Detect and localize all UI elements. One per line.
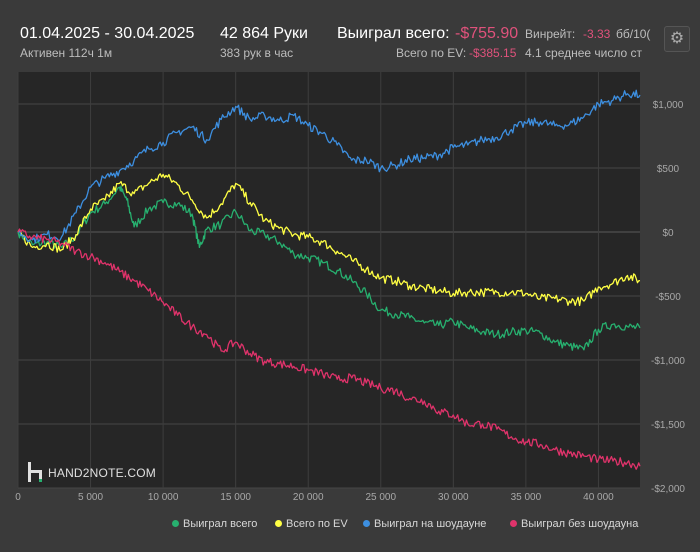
x-tick-label: 40 000 — [583, 492, 614, 503]
legend-label: Выиграл всего — [183, 518, 258, 530]
legend-dot-icon — [275, 520, 282, 527]
h-logo-icon — [28, 462, 42, 482]
plot-area — [18, 72, 640, 488]
legend-item-ev[interactable]: Всего по EV — [275, 518, 348, 530]
winrate-value: -3.33 — [583, 27, 611, 41]
won-total-label: Выиграл всего: — [337, 25, 450, 42]
y-tick-label: -$2,000 — [651, 484, 685, 495]
ev-label: Всего по EV: — [396, 46, 467, 60]
x-tick-label: 5 000 — [78, 492, 103, 503]
stats-header: 01.04.2025 - 30.04.2025 Активен 112ч 1м … — [0, 0, 700, 70]
legend-label: Выиграл без шоудауна — [521, 518, 639, 530]
hands-count: 42 864 Руки — [220, 25, 308, 42]
legend-item-showdown[interactable]: Выиграл на шоудауне — [363, 518, 486, 530]
y-tick-label: $1,000 — [653, 100, 684, 111]
avg-players: 4.1 среднее число ст — [525, 46, 643, 60]
hand2note-logo: HAND2NOTE.COM — [28, 462, 156, 482]
x-tick-label: 35 000 — [511, 492, 542, 503]
ev-value: -$385.15 — [469, 46, 517, 60]
active-time: Активен 112ч 1м — [20, 46, 113, 60]
legend: Выиграл всего Всего по EV Выиграл на шоу… — [0, 518, 700, 538]
y-tick-label: -$1,000 — [651, 356, 685, 367]
y-tick-label: $0 — [662, 228, 674, 239]
winrate-unit: бб/10( — [616, 27, 651, 41]
hands-per-hour: 383 рук в час — [220, 46, 294, 60]
legend-item-won-total[interactable]: Выиграл всего — [172, 518, 257, 530]
logo-text: HAND2NOTE.COM — [48, 466, 156, 480]
x-tick-label: 15 000 — [220, 492, 251, 503]
legend-dot-icon — [363, 520, 370, 527]
winrate-label: Винрейт: — [525, 27, 576, 41]
x-tick-label: 10 000 — [148, 492, 179, 503]
legend-item-non-showdown[interactable]: Выиграл без шоудауна — [510, 518, 638, 530]
y-tick-label: -$500 — [655, 292, 681, 303]
x-tick-label: 25 000 — [365, 492, 396, 503]
legend-dot-icon — [510, 520, 517, 527]
y-tick-label: $500 — [657, 164, 680, 175]
settings-gear-icon[interactable]: ⚙ — [664, 26, 690, 52]
legend-label: Всего по EV — [286, 518, 348, 530]
x-tick-label: 30 000 — [438, 492, 469, 503]
series-line-0 — [17, 185, 641, 351]
series-line-2 — [17, 89, 641, 244]
series-line-3 — [17, 228, 641, 470]
date-range[interactable]: 01.04.2025 - 30.04.2025 — [20, 25, 195, 42]
legend-dot-icon — [172, 520, 179, 527]
x-tick-label: 20 000 — [293, 492, 324, 503]
x-tick-label: 0 — [15, 492, 21, 503]
series-line-1 — [17, 173, 641, 307]
legend-label: Выиграл на шоудауне — [374, 518, 487, 530]
y-tick-label: -$1,500 — [651, 420, 685, 431]
graph-chart: $1,000 $500 $0 -$500 -$1,000 -$1,500 -$2,000 0 5… — [15, 72, 685, 503]
won-total-value: -$755.90 — [455, 25, 519, 42]
